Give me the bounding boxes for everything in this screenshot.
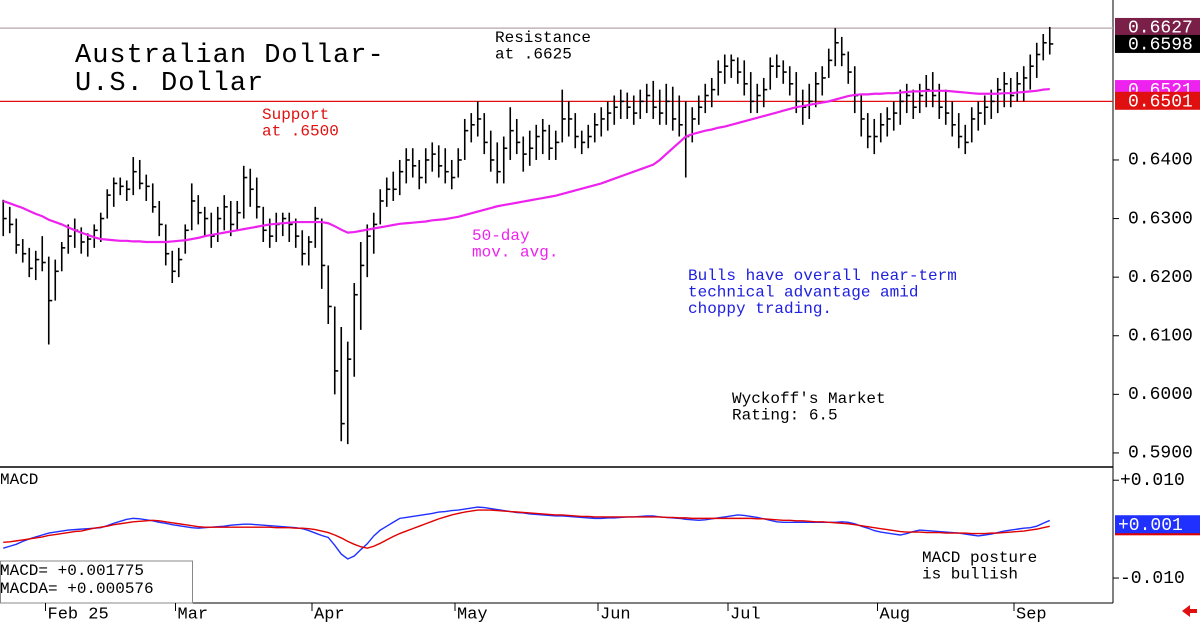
y-tick-label: +0.010 [1120, 471, 1185, 491]
y-tick-label: 0.6000 [1128, 385, 1193, 405]
x-tick-label: Apr [314, 605, 345, 624]
macd-line [3, 509, 1050, 549]
macd-tag-label: +0.001 [1118, 516, 1183, 536]
annotation: at .6500 [262, 123, 339, 141]
annotation: is bullish [922, 566, 1018, 584]
macd-tag [1115, 515, 1200, 534]
annotation: MACD posture [922, 549, 1037, 567]
annotation: at .6625 [495, 46, 572, 64]
x-tick-label: Aug [880, 605, 911, 624]
panel-label: MACD [0, 471, 38, 489]
annotation: Support [262, 106, 329, 124]
x-tick-label: Jun [600, 605, 631, 624]
annotation: Wyckoff's Market [732, 390, 886, 408]
price-tag-label: 0.6501 [1128, 93, 1193, 113]
readout: MACDA= +0.000576 [0, 580, 154, 598]
y-tick-label: 0.5900 [1128, 444, 1193, 464]
price-tag [1115, 34, 1200, 53]
annotation: choppy trading. [688, 300, 832, 318]
readout-box [0, 560, 193, 604]
annotation: Bulls have overall near-term [688, 267, 957, 285]
annotation: mov. avg. [472, 244, 558, 262]
x-tick-label: May [457, 605, 488, 624]
x-tick-label: Jul [730, 605, 761, 624]
readout: MACD= +0.001775 [0, 562, 144, 580]
y-tick-label: 0.6100 [1128, 326, 1193, 346]
y-tick-label: 0.6400 [1128, 151, 1193, 171]
x-tick-label: Mar [178, 605, 209, 624]
price-tag [1115, 91, 1200, 110]
arrow-icon [1182, 605, 1197, 617]
price-tag [1115, 17, 1200, 36]
x-tick-label: Sep [1016, 605, 1047, 624]
annotation: 50-day [472, 227, 530, 245]
y-tick-label: 0.6300 [1128, 209, 1193, 229]
price-tag-label: 0.6598 [1128, 36, 1193, 56]
y-tick-label: 0.6200 [1128, 268, 1193, 288]
macd-line [3, 506, 1051, 560]
chart-title: Australian Dollar- [75, 41, 385, 71]
y-tick-label: -0.010 [1120, 569, 1185, 589]
chart-title: U.S. Dollar [75, 69, 264, 99]
annotation: technical advantage amid [688, 284, 918, 302]
price-tag-label: 0.6627 [1128, 19, 1193, 39]
annotation: Rating: 6.5 [732, 407, 838, 425]
moving-average-line [2, 87, 1050, 244]
annotation: Resistance [495, 29, 591, 47]
x-tick-label: Feb 25 [48, 605, 109, 624]
